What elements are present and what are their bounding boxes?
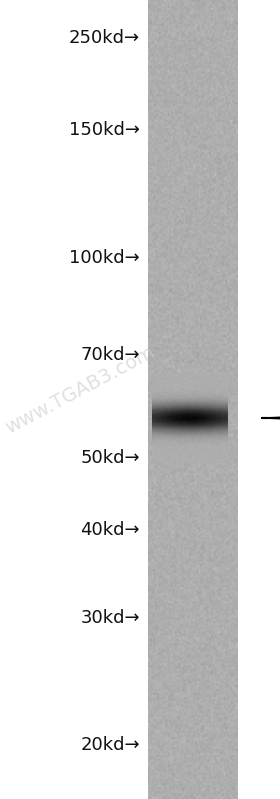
Text: 100kd→: 100kd→ <box>69 249 140 267</box>
Text: www.TGAB3.com: www.TGAB3.com <box>2 343 158 438</box>
Text: 50kd→: 50kd→ <box>80 449 140 467</box>
Text: 40kd→: 40kd→ <box>80 521 140 539</box>
Text: 70kd→: 70kd→ <box>80 346 140 364</box>
Text: 30kd→: 30kd→ <box>80 609 140 627</box>
Text: 250kd→: 250kd→ <box>69 29 140 47</box>
Text: 150kd→: 150kd→ <box>69 121 140 139</box>
Text: 20kd→: 20kd→ <box>80 736 140 754</box>
